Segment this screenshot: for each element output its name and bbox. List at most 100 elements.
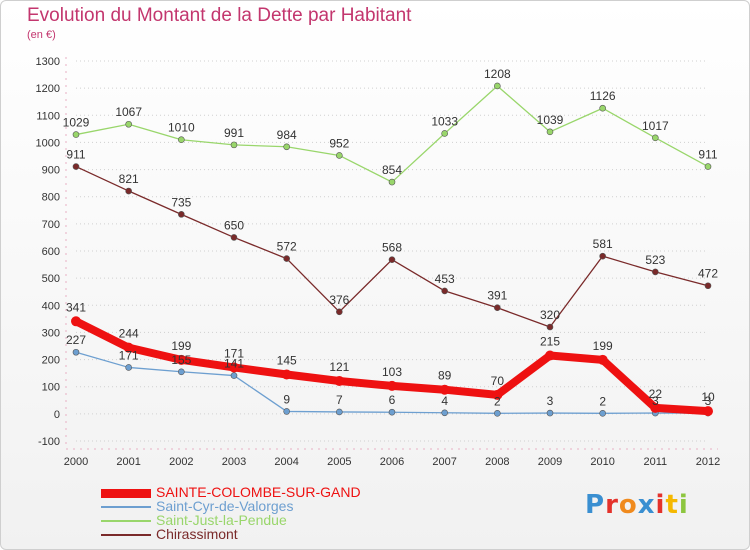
data-label: 10 — [701, 390, 715, 404]
data-label: 4 — [441, 394, 448, 408]
y-tick-label: 400 — [42, 300, 60, 312]
data-label: 650 — [224, 218, 244, 232]
data-point — [178, 368, 185, 376]
data-label: 199 — [593, 339, 613, 353]
data-label: 1126 — [590, 89, 616, 103]
legend-item: SAINTE-COLOMBE-SUR-GAND — [101, 484, 421, 500]
logo-letter: x — [637, 490, 656, 520]
data-point — [125, 120, 132, 128]
data-label: 3 — [547, 394, 554, 408]
x-tick-label: 2000 — [64, 456, 88, 468]
legend-swatch — [101, 488, 151, 498]
y-tick-label: 700 — [42, 219, 60, 231]
chart-subtitle: (en €) — [27, 29, 56, 41]
data-point — [704, 282, 712, 290]
data-point — [652, 268, 659, 276]
data-point — [125, 187, 132, 195]
logo-letter: o — [618, 490, 638, 520]
data-point — [123, 342, 134, 353]
data-point — [283, 255, 290, 262]
logo-letter: i — [655, 490, 666, 520]
data-label: 952 — [329, 136, 349, 150]
data-label: 821 — [119, 172, 139, 186]
data-label: 1010 — [168, 121, 195, 135]
data-label: 320 — [540, 308, 560, 322]
data-point — [71, 316, 81, 327]
data-label: 3 — [652, 394, 659, 408]
logo-letter: P — [585, 490, 606, 520]
data-point — [546, 128, 554, 136]
data-point — [599, 252, 606, 260]
x-tick-label: 2001 — [116, 456, 140, 468]
data-label: 581 — [593, 237, 613, 251]
legend-label: Saint-Cyr-de-Valorges — [156, 498, 294, 514]
data-point — [334, 376, 345, 387]
data-point — [388, 178, 396, 186]
data-label: 523 — [645, 253, 665, 267]
data-label: 7 — [336, 393, 343, 407]
data-label: 6 — [389, 393, 396, 407]
data-label: 472 — [698, 267, 718, 281]
data-point — [703, 406, 713, 417]
logo-letter: i — [678, 490, 689, 520]
legend-item: Chirassimont — [101, 526, 421, 542]
data-point — [599, 104, 606, 112]
logo-letter: t — [665, 490, 679, 520]
y-tick-label: 1200 — [36, 83, 60, 95]
legend-label: Chirassimont — [156, 526, 238, 542]
x-tick-label: 2010 — [590, 456, 614, 468]
legend-label: SAINTE-COLOMBE-SUR-GAND — [156, 484, 361, 500]
data-label: 1067 — [115, 105, 142, 119]
legend-swatch — [101, 534, 151, 536]
data-point — [704, 163, 712, 170]
data-label: 155 — [171, 353, 191, 367]
data-label: 3 — [705, 394, 712, 408]
data-point — [281, 369, 292, 380]
data-point — [230, 141, 238, 149]
y-tick-label: 1100 — [36, 110, 60, 122]
data-point — [441, 409, 448, 417]
data-point — [599, 410, 606, 417]
data-label: 215 — [540, 335, 560, 349]
data-label: 391 — [487, 289, 507, 303]
data-point — [494, 304, 501, 312]
data-point — [125, 364, 132, 371]
legend-item: Saint-Cyr-de-Valorges — [101, 498, 421, 514]
x-tick-label: 2007 — [432, 456, 456, 468]
data-label: 70 — [491, 374, 505, 388]
data-label: 171 — [224, 346, 244, 360]
legend-label: Saint-Just-la-Pendue — [156, 512, 287, 528]
data-label: 568 — [382, 241, 402, 255]
data-point — [230, 372, 238, 379]
y-tick-label: 900 — [42, 165, 60, 177]
data-point — [441, 287, 448, 295]
data-point — [230, 234, 238, 241]
axes: -100 0 100 200 300 400 500 600 700 800 900 1000 1100… — [36, 56, 721, 468]
y-tick-label: 1000 — [36, 137, 60, 149]
data-label: 854 — [382, 163, 402, 177]
series — [71, 82, 713, 417]
data-point — [178, 211, 185, 218]
legend-swatch — [101, 520, 151, 522]
data-point — [283, 408, 290, 415]
data-point — [283, 143, 290, 151]
data-label: 911 — [66, 148, 85, 162]
data-label: 991 — [224, 126, 244, 140]
x-tick-label: 2011 — [644, 456, 668, 468]
data-label: 2 — [494, 394, 501, 408]
data-point — [336, 408, 343, 416]
data-point — [72, 131, 80, 138]
x-tick-label: 2002 — [169, 456, 193, 468]
data-point — [229, 362, 239, 373]
data-label: 1033 — [431, 114, 458, 128]
x-tick-label: 2008 — [485, 456, 509, 468]
data-label: 572 — [277, 240, 297, 254]
y-tick-label: 500 — [42, 273, 60, 285]
y-tick-label: 800 — [42, 192, 60, 204]
proxiti-logo: Proxiti — [585, 490, 689, 520]
data-label: 984 — [277, 128, 297, 142]
data-point — [336, 308, 343, 316]
data-point — [492, 389, 503, 400]
data-point — [494, 410, 501, 417]
